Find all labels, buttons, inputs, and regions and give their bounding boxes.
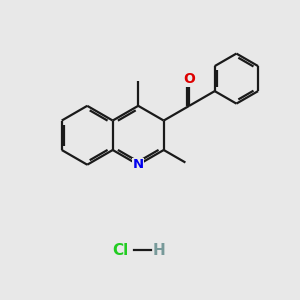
Text: N: N bbox=[133, 158, 144, 171]
Text: O: O bbox=[183, 72, 195, 86]
Text: Cl: Cl bbox=[112, 243, 129, 258]
Text: H: H bbox=[152, 243, 165, 258]
